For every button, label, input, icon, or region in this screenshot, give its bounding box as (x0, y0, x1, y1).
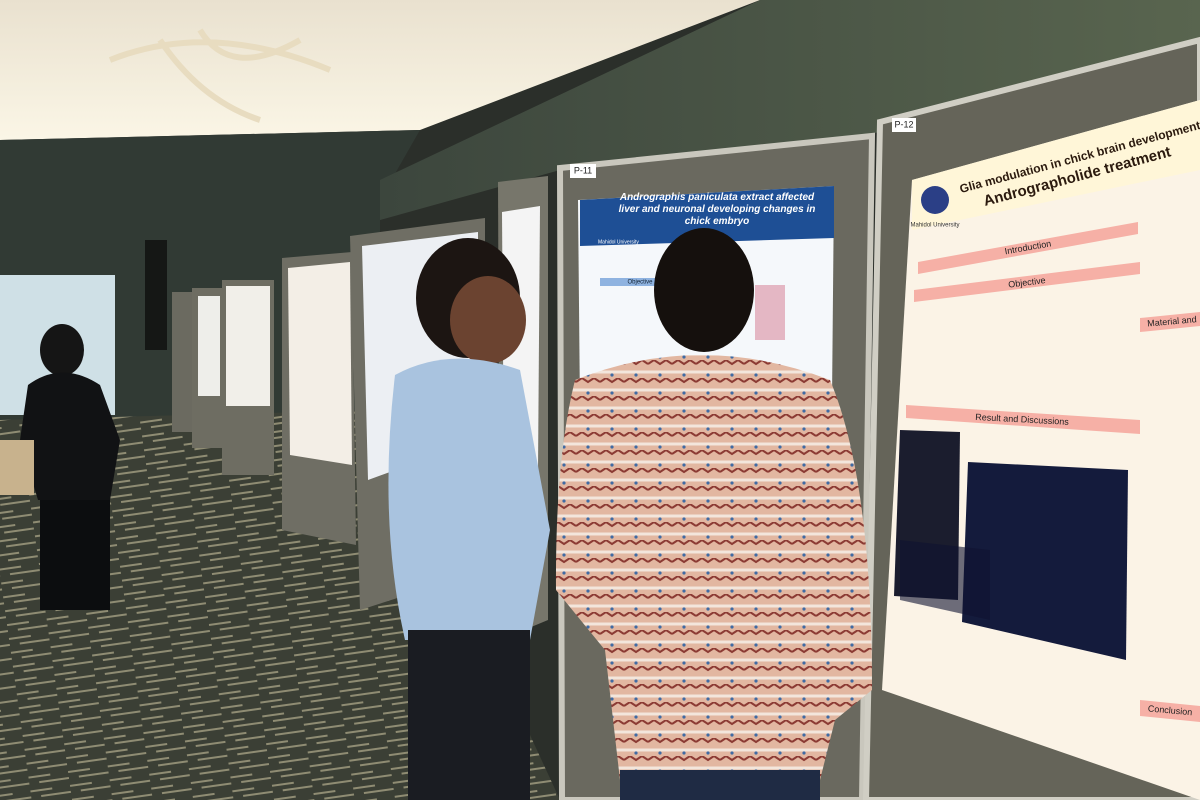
poster-title: Andrographis paniculata extract affected… (618, 192, 816, 227)
poster-institution: Mahidol University (910, 223, 959, 229)
board-number: P-11 (574, 165, 592, 175)
board-number-tag (570, 164, 596, 178)
poster-title-box: Andrographis paniculata extract affected… (618, 192, 816, 227)
poster-section: Objective (627, 280, 653, 286)
poster-section: Result and Discussions (975, 412, 1069, 427)
board-number-tag (892, 118, 916, 132)
poster-figure (755, 285, 785, 340)
logo (921, 186, 949, 214)
person-blue-shirt (388, 238, 550, 800)
poster-section: Material and (1147, 314, 1197, 328)
poster-section: Objective (1008, 275, 1046, 289)
section-bar (600, 278, 680, 286)
chandelier (108, 28, 332, 123)
poster-header (912, 100, 1200, 230)
board-number: P-12 (894, 119, 913, 129)
poster-section: Conclusion (1147, 703, 1192, 717)
poster-institution: Mahidol University (598, 239, 639, 245)
ceiling (0, 0, 760, 140)
wall-art (145, 240, 167, 350)
poster-sections: Introduction Objective Result and Discus… (894, 222, 1200, 722)
person-woman (0, 324, 120, 610)
poster-header (580, 186, 834, 246)
person-patterned-shirt (555, 228, 872, 800)
